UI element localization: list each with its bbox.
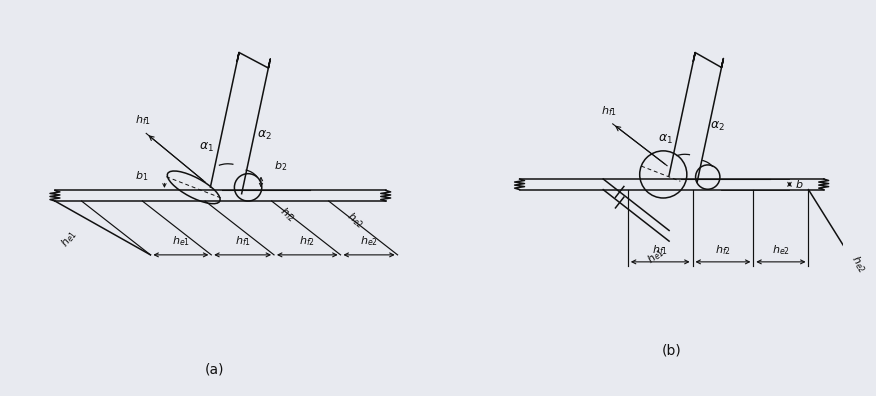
Text: $h_{f2}$: $h_{f2}$ (715, 244, 731, 257)
Text: (a): (a) (205, 362, 224, 376)
Text: $\alpha_1$: $\alpha_1$ (659, 133, 674, 146)
Text: $h_{e2}$: $h_{e2}$ (360, 234, 378, 248)
Text: $h_{e2}$: $h_{e2}$ (344, 209, 366, 231)
Text: $b_2$: $b_2$ (273, 159, 286, 173)
Text: $h_{f1}$: $h_{f1}$ (135, 113, 152, 127)
Text: $h_{e2}$: $h_{e2}$ (772, 244, 790, 257)
Text: $h_{e1}$: $h_{e1}$ (58, 228, 80, 250)
Text: $h_{e1}$: $h_{e1}$ (645, 245, 668, 267)
Text: $h_{f2}$: $h_{f2}$ (300, 234, 315, 248)
Text: $h_{f2}$: $h_{f2}$ (278, 204, 299, 225)
Text: $h_{f1}$: $h_{f1}$ (653, 244, 668, 257)
Text: $h_{f1}$: $h_{f1}$ (601, 105, 617, 118)
Text: $b$: $b$ (795, 178, 803, 190)
Text: $\alpha_1$: $\alpha_1$ (199, 141, 214, 154)
Text: $h_{e1}$: $h_{e1}$ (172, 234, 190, 248)
Text: $b_1$: $b_1$ (135, 169, 148, 183)
Text: $h_{f1}$: $h_{f1}$ (235, 234, 251, 248)
Text: $\alpha_2$: $\alpha_2$ (710, 120, 724, 133)
Text: $\alpha_2$: $\alpha_2$ (257, 129, 272, 142)
Text: (b): (b) (661, 343, 682, 357)
Text: $h_{e2}$: $h_{e2}$ (848, 252, 870, 275)
